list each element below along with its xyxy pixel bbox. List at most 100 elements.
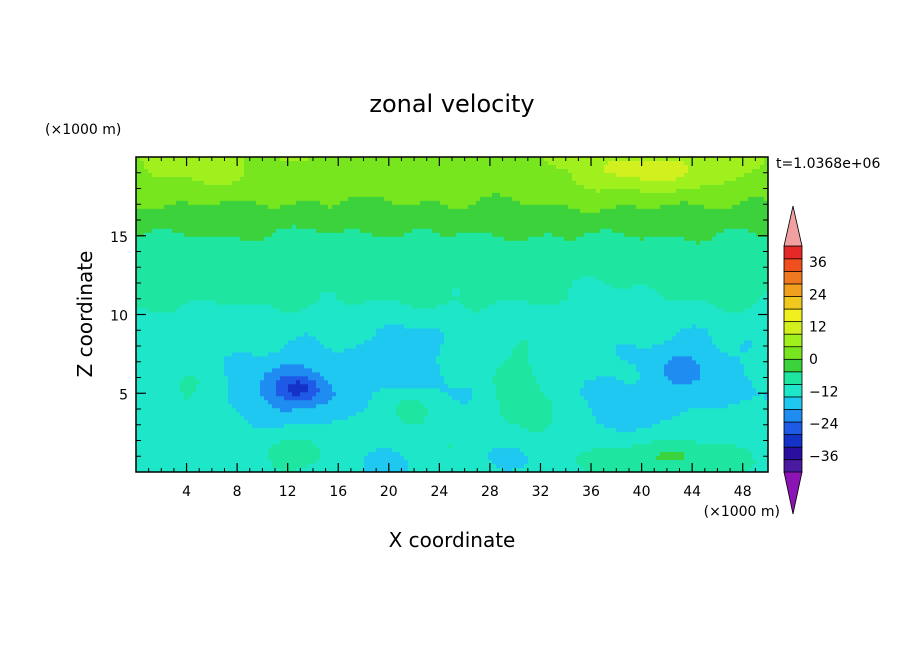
field-cell — [356, 200, 361, 206]
field-cell — [164, 204, 169, 210]
field-cell — [280, 364, 285, 369]
field-cell — [148, 212, 153, 218]
field-cell — [256, 268, 261, 274]
field-cell — [288, 168, 293, 174]
field-cell — [372, 220, 377, 226]
field-cell — [208, 216, 213, 222]
field-cell — [284, 432, 289, 437]
field-cell — [224, 212, 229, 218]
field-cell — [264, 232, 269, 238]
field-cell — [164, 244, 169, 250]
field-cell — [288, 404, 293, 409]
field-cell — [188, 436, 193, 441]
field-cell — [160, 204, 165, 210]
field-cell — [160, 172, 165, 178]
field-cell — [212, 392, 217, 397]
field-cell — [220, 280, 225, 286]
field-cell — [176, 176, 181, 182]
field-cell — [304, 252, 309, 258]
field-cell — [288, 196, 293, 202]
field-cell — [256, 212, 261, 218]
field-cell — [192, 404, 197, 409]
field-cell — [352, 348, 357, 353]
field-cell — [388, 172, 393, 178]
field-cell — [336, 256, 341, 262]
field-cell — [192, 204, 197, 210]
field-cell — [340, 164, 345, 170]
field-cell — [284, 160, 289, 166]
field-cell — [188, 364, 193, 369]
field-cell — [376, 388, 381, 393]
field-cell — [264, 252, 269, 258]
field-cell — [348, 212, 353, 218]
field-cell — [328, 420, 333, 425]
field-cell — [264, 268, 269, 274]
field-cell — [140, 368, 145, 373]
field-cell — [148, 460, 153, 465]
field-cell — [332, 168, 337, 174]
field-cell — [220, 196, 225, 202]
field-cell — [376, 408, 381, 413]
field-cell — [304, 308, 309, 314]
field-cell — [160, 296, 165, 302]
field-cell — [328, 452, 333, 457]
field-cell — [248, 448, 253, 453]
field-cell — [228, 268, 233, 274]
field-cell — [184, 372, 189, 377]
field-cell — [140, 444, 145, 449]
field-cell — [164, 464, 169, 469]
field-cell — [148, 428, 153, 433]
field-cell — [312, 316, 317, 322]
field-cell — [368, 200, 373, 206]
field-cell — [308, 192, 313, 198]
field-cell — [228, 376, 233, 381]
field-cell — [380, 300, 385, 306]
field-cell — [364, 376, 369, 381]
field-cell — [356, 420, 361, 425]
field-cell — [188, 404, 193, 409]
field-cell — [348, 288, 353, 294]
field-cell — [288, 272, 293, 278]
field-cell — [248, 380, 253, 385]
field-cell — [300, 448, 305, 453]
field-cell — [156, 180, 161, 186]
field-cell — [180, 196, 185, 202]
field-cell — [224, 252, 229, 258]
field-cell — [384, 364, 389, 369]
field-cell — [360, 336, 365, 342]
field-cell — [232, 164, 237, 170]
field-cell — [252, 176, 257, 182]
field-cell — [248, 248, 253, 254]
field-cell — [220, 400, 225, 405]
field-cell — [264, 404, 269, 409]
field-cell — [248, 428, 253, 433]
field-cell — [316, 232, 321, 238]
field-cell — [140, 464, 145, 469]
field-cell — [272, 324, 277, 330]
field-cell — [292, 344, 297, 349]
field-cell — [236, 340, 241, 346]
field-cell — [192, 292, 197, 298]
field-cell — [140, 384, 145, 389]
field-cell — [224, 400, 229, 405]
field-cell — [336, 420, 341, 425]
field-cell — [148, 288, 153, 294]
field-cell — [164, 188, 169, 194]
field-cell — [360, 272, 365, 278]
field-cell — [156, 436, 161, 441]
field-cell — [368, 352, 373, 357]
field-cell — [300, 260, 305, 266]
field-cell — [232, 420, 237, 425]
field-cell — [260, 368, 265, 373]
field-cell — [288, 172, 293, 178]
field-cell — [156, 200, 161, 206]
field-cell — [192, 380, 197, 385]
field-cell — [380, 232, 385, 238]
field-cell — [172, 360, 177, 365]
field-cell — [264, 356, 269, 361]
field-cell — [144, 160, 149, 166]
field-cell — [184, 228, 189, 234]
field-cell — [308, 304, 313, 310]
field-cell — [372, 392, 377, 397]
field-cell — [244, 224, 249, 230]
